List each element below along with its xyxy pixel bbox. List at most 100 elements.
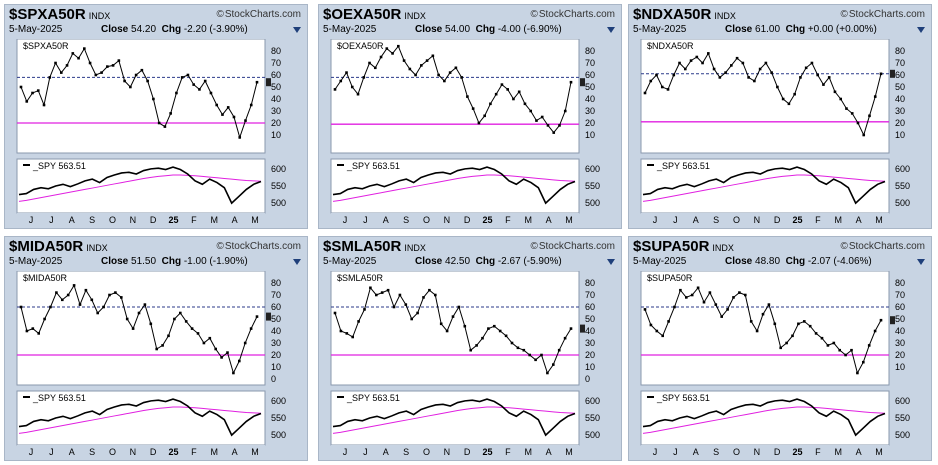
y-tick-label: 30: [271, 338, 281, 348]
symbol-title[interactable]: $MIDA50R INDX: [9, 238, 108, 255]
y-tick-label: 30: [271, 106, 281, 116]
brand-label[interactable]: ©StockCharts.com: [840, 9, 925, 20]
chart-panel[interactable]: $SPXA50R INDX ©StockCharts.com 5-May-2025…: [4, 4, 308, 229]
breadth-point: [77, 56, 80, 60]
chart-panel[interactable]: $SUPA50R INDX ©StockCharts.com 5-May-2025…: [628, 236, 932, 461]
symbol-title[interactable]: $OEXA50R INDX: [323, 6, 426, 23]
chart-panel[interactable]: $NDXA50R INDX ©StockCharts.com 5-May-2025…: [628, 4, 932, 229]
brand-label[interactable]: ©StockCharts.com: [530, 241, 615, 252]
y-tick-label: 80: [585, 46, 595, 56]
y-tick-label: 80: [271, 278, 281, 288]
breadth-point: [398, 293, 402, 297]
symbol-title[interactable]: $SUPA50R INDX: [633, 238, 734, 255]
chevron-down-icon[interactable]: [607, 27, 615, 33]
x-tick-label: A: [232, 215, 238, 225]
chevron-down-icon[interactable]: [917, 27, 925, 33]
breadth-point: [826, 344, 830, 347]
spy-price-line: [642, 166, 886, 205]
x-tick-label: N: [444, 447, 451, 457]
breadth-point: [232, 371, 235, 375]
breadth-point: [37, 332, 40, 335]
breadth-point: [563, 336, 567, 340]
y-tick-label: 60: [895, 70, 905, 80]
close-value: 54.00: [445, 24, 471, 35]
y-tick-label: 60: [271, 302, 281, 312]
chevron-down-icon[interactable]: [917, 259, 925, 265]
breadth-point: [879, 318, 883, 322]
symbol-title[interactable]: $NDXA50R INDX: [633, 6, 736, 23]
moving-average-line: [18, 174, 262, 202]
breadth-point: [146, 79, 149, 83]
x-tick-label: 25: [793, 215, 803, 225]
breadth-point: [363, 308, 366, 311]
x-tick-label: O: [109, 447, 116, 457]
breadth-point: [161, 344, 164, 347]
breadth-point: [31, 327, 35, 330]
breadth-point: [410, 317, 413, 321]
spy-label: _SPY 563.51: [656, 161, 710, 171]
breadth-point: [463, 324, 467, 328]
x-tick-label: A: [693, 215, 699, 225]
breadth-point: [839, 97, 843, 101]
x-axis: [17, 445, 265, 457]
breadth-point: [528, 353, 531, 357]
x-tick-label: N: [130, 447, 137, 457]
x-tick-label: M: [251, 215, 259, 225]
breadth-point: [196, 332, 200, 335]
breadth-point: [203, 79, 207, 83]
breadth-point: [816, 73, 819, 77]
brand-label[interactable]: ©StockCharts.com: [216, 241, 301, 252]
x-tick-label: D: [774, 447, 781, 457]
chart-panel[interactable]: $MIDA50R INDX ©StockCharts.com 5-May-2025…: [4, 236, 308, 461]
chevron-down-icon[interactable]: [293, 259, 301, 265]
change-value: +0.00 (+0.00%): [807, 24, 877, 35]
breadth-point: [96, 311, 99, 315]
symbol-title[interactable]: $SMLA50R INDX: [323, 238, 426, 255]
change-value: -1.00 (-1.90%): [183, 256, 248, 267]
breadth-point: [779, 346, 782, 350]
brand-label[interactable]: ©StockCharts.com: [216, 9, 301, 20]
breadth-point: [512, 97, 515, 101]
y-tick-label: 500: [271, 430, 286, 440]
moving-average-line: [642, 406, 886, 434]
legend-swatch: [647, 396, 654, 398]
breadth-point: [649, 323, 653, 327]
chart-plot: 10 20 30 40 50 60 70 80 $OEXA50R 500 550 600 _SPY 56…: [330, 39, 600, 225]
breadth-point: [54, 61, 57, 65]
quote-stats: Close 54.00 Chg -4.00 (-6.90%): [415, 24, 562, 35]
breadth-point: [72, 284, 76, 287]
y-tick-label: 500: [895, 430, 910, 440]
breadth-point: [448, 71, 452, 74]
chart-panel[interactable]: $SMLA50R INDX ©StockCharts.com 5-May-2025…: [318, 236, 622, 461]
breadth-point: [862, 133, 866, 137]
brand-label[interactable]: ©StockCharts.com: [530, 9, 615, 20]
series-label: $OEXA50R: [337, 41, 384, 51]
close-value: 54.20: [131, 24, 157, 35]
x-tick-label: O: [733, 447, 740, 457]
exchange-label: INDX: [712, 243, 734, 253]
chevron-down-icon[interactable]: [293, 27, 301, 33]
breadth-point: [238, 136, 242, 139]
spy-label: _SPY 563.51: [346, 161, 400, 171]
y-tick-label: 50: [585, 82, 595, 92]
breadth-point: [833, 90, 837, 94]
x-tick-label: A: [546, 447, 552, 457]
chart-panel[interactable]: $OEXA50R INDX ©StockCharts.com 5-May-2025…: [318, 4, 622, 229]
breadth-point: [814, 332, 818, 335]
brand-label[interactable]: ©StockCharts.com: [840, 241, 925, 252]
breadth-point: [535, 119, 538, 122]
x-tick-label: F: [191, 447, 197, 457]
upper-pane: [640, 39, 890, 154]
breadth-point: [425, 59, 429, 62]
x-tick-label: A: [856, 215, 862, 225]
symbol-title[interactable]: $SPXA50R INDX: [9, 6, 111, 23]
chevron-down-icon[interactable]: [607, 259, 615, 265]
x-axis: [641, 213, 889, 225]
date-label: 5-May-2025: [9, 256, 63, 267]
breadth-point: [522, 348, 526, 352]
legend-swatch: [337, 396, 344, 398]
breadth-point: [163, 125, 167, 128]
breadth-point: [735, 56, 739, 60]
breadth-point: [845, 107, 848, 110]
y-tick-label: 70: [271, 290, 281, 300]
